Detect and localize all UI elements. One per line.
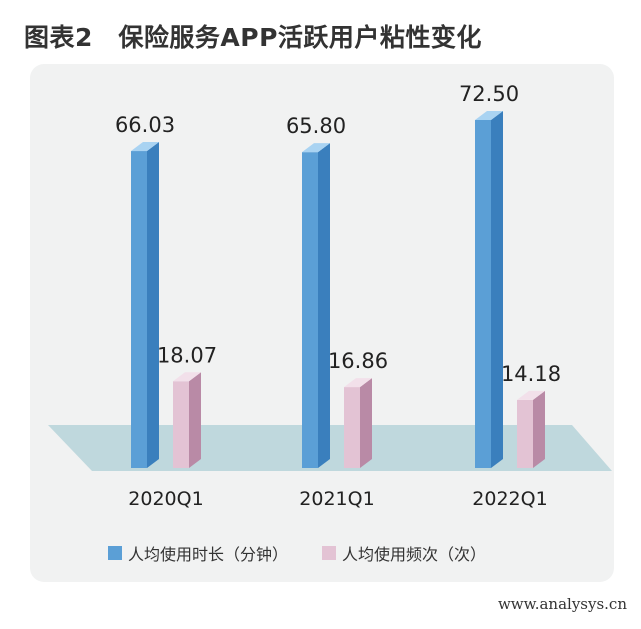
data-label-series1-2021Q1: 65.80 xyxy=(286,114,346,138)
bar-side-face xyxy=(318,143,330,468)
data-label-series2-2020Q1: 18.07 xyxy=(157,343,217,367)
bar-front-face xyxy=(302,152,318,468)
bar-series1-2021Q1 xyxy=(302,143,330,468)
bar-series1-2020Q1 xyxy=(131,142,159,468)
bar-side-face xyxy=(491,111,503,468)
legend-item-series2: 人均使用频次（次） xyxy=(322,541,486,565)
bar-side-face xyxy=(147,142,159,468)
bar-top-face xyxy=(475,111,503,120)
data-label-series1-2022Q1: 72.50 xyxy=(459,82,519,106)
bar-front-face xyxy=(173,381,189,468)
bar-front-face xyxy=(344,387,360,468)
x-tick-label-2020Q1: 2020Q1 xyxy=(128,488,203,510)
bar-top-face xyxy=(517,390,545,400)
bar-side-face xyxy=(533,390,545,468)
bar-side-face xyxy=(360,378,372,468)
watermark-text: www.analysys.cn xyxy=(497,595,627,613)
labels-layer: 66.03 65.80 72.50 18.07 16.86 14.18 2020Q1 2021… xyxy=(115,82,561,510)
bar-top-face xyxy=(131,142,159,152)
bar-front-face xyxy=(131,151,147,468)
bar-series2-2020Q1 xyxy=(173,372,201,468)
legend-item-series1: 人均使用时长（分钟） xyxy=(108,541,288,565)
legend-swatch-series2 xyxy=(322,546,337,560)
chart-legend: 人均使用时长（分钟） 人均使用频次（次） xyxy=(108,541,520,565)
legend-swatch-series1 xyxy=(108,546,122,560)
bar-front-face xyxy=(517,399,533,468)
bar-front-face xyxy=(475,120,491,468)
x-tick-label-2022Q1: 2022Q1 xyxy=(472,488,547,510)
x-tick-label-2021Q1: 2021Q1 xyxy=(299,488,374,510)
bar-top-face xyxy=(173,372,201,382)
bars-layer xyxy=(131,111,545,468)
bar-series2-2022Q1 xyxy=(517,390,545,468)
data-label-series2-2022Q1: 14.18 xyxy=(501,362,561,386)
bar-series2-2021Q1 xyxy=(344,378,372,468)
data-label-series1-2020Q1: 66.03 xyxy=(115,113,175,137)
legend-label-series2: 人均使用频次（次） xyxy=(342,545,487,564)
bar-top-face xyxy=(302,143,330,153)
legend-label-series1: 人均使用时长（分钟） xyxy=(128,545,289,564)
data-label-series2-2021Q1: 16.86 xyxy=(328,349,388,373)
bar-side-face xyxy=(189,372,201,468)
bar-series1-2022Q1 xyxy=(475,111,503,468)
chart-title: 图表2 保险服务APP活跃用户粘性变化 xyxy=(24,23,482,52)
bar-top-face xyxy=(344,378,372,388)
